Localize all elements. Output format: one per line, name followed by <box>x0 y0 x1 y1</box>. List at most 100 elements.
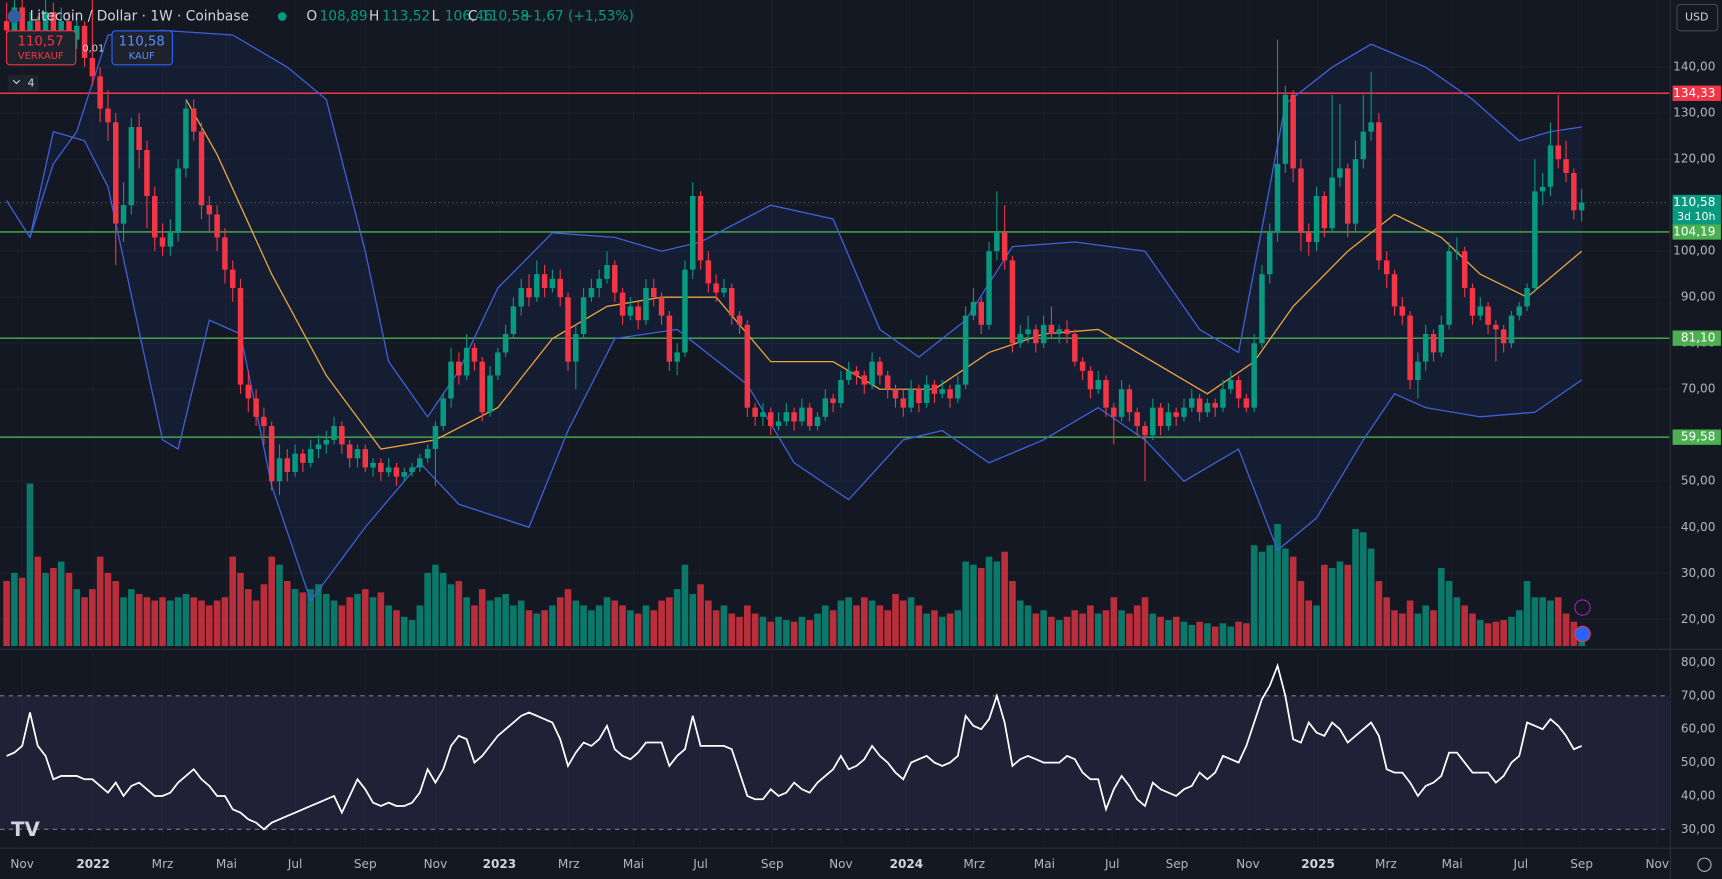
volume-bar <box>806 620 814 647</box>
x-tick-label: Jul <box>1513 857 1529 871</box>
volume-bar <box>1180 621 1188 647</box>
volume-bar <box>42 572 49 647</box>
candle-body <box>424 449 431 459</box>
sell-button[interactable] <box>6 30 77 66</box>
volume-bar <box>1016 600 1024 647</box>
volume-bar <box>790 621 798 647</box>
volume-bar <box>1149 613 1157 647</box>
candle-body <box>50 11 57 31</box>
volume-bar <box>1453 597 1461 647</box>
volume-bar <box>478 589 486 647</box>
volume-bar <box>1469 613 1476 647</box>
candle-body <box>1064 329 1070 335</box>
candle-body <box>1415 361 1421 381</box>
candle-body <box>744 324 751 408</box>
candle-body <box>487 375 493 413</box>
volume-bar <box>377 592 385 647</box>
candle-body <box>721 288 727 293</box>
volume-bar <box>190 597 198 647</box>
candle-body <box>1422 334 1429 362</box>
volume-bar <box>611 600 619 647</box>
volume-bar <box>307 589 314 647</box>
candle-body <box>1189 398 1195 408</box>
candle-body <box>908 389 914 408</box>
candle-body <box>409 467 415 473</box>
level-tag-text: 104,19 <box>1673 224 1715 238</box>
indicators-toggle[interactable] <box>7 74 39 92</box>
volume-bar <box>221 597 229 647</box>
candle-body <box>74 25 80 40</box>
volume-bar <box>556 597 564 647</box>
settings-icon[interactable] <box>1697 857 1712 872</box>
volume-bar <box>705 600 712 647</box>
volume-bar <box>712 610 720 647</box>
x-tick-label: Mrz <box>152 857 174 871</box>
volume-bar <box>1289 556 1297 647</box>
y-tick-label: 70,00 <box>1681 382 1716 396</box>
candle-body <box>1150 407 1156 436</box>
volume-bar <box>1032 613 1040 647</box>
level-tag <box>1672 429 1721 445</box>
currency-button[interactable] <box>1676 3 1719 32</box>
countdown-text: 3d 10h <box>1677 210 1715 223</box>
volume-bar <box>954 610 962 647</box>
volume-bar <box>510 605 517 647</box>
sell-price: 110,57 <box>18 35 64 50</box>
buy-button[interactable] <box>111 30 173 66</box>
volume-bar <box>1102 610 1110 647</box>
volume-bar <box>486 600 494 647</box>
alert-icon[interactable] <box>1574 599 1591 616</box>
candle-body <box>838 380 844 404</box>
candle-body <box>651 288 657 298</box>
candle-body <box>1383 260 1390 275</box>
volume-bar <box>463 597 470 647</box>
y-tick-label: 120,00 <box>1673 152 1715 166</box>
candle-body <box>292 453 298 473</box>
volume-bar <box>993 561 1001 647</box>
candle-body <box>690 195 696 270</box>
volume-bar <box>330 600 338 647</box>
symbol-title: Litecoin / Dollar · 1W · Coinbase <box>30 8 249 24</box>
ohlc-key: C <box>468 8 478 24</box>
volume-bar <box>1383 597 1391 647</box>
rsi-tick-label: 40,00 <box>1681 788 1716 802</box>
candle-body <box>1399 306 1406 316</box>
candle-body <box>1251 343 1257 408</box>
level-tag-text: 134,33 <box>1673 86 1715 100</box>
volume-bar <box>658 600 665 647</box>
candle-body <box>276 458 283 482</box>
volume-bar <box>962 561 969 647</box>
rsi-line <box>6 662 1582 831</box>
volume-bar <box>1437 568 1445 647</box>
candle-body <box>1329 177 1335 229</box>
candle-body <box>1430 334 1437 353</box>
volume-bar <box>884 610 891 647</box>
volume-bar <box>1547 600 1554 647</box>
market-status[interactable] <box>277 12 287 21</box>
candle-body <box>1220 389 1226 408</box>
last-price-text: 110,58 <box>1673 195 1715 209</box>
x-tick-label: Mai <box>623 857 644 871</box>
volume-bar <box>1040 610 1047 647</box>
candle-body <box>1461 251 1468 289</box>
event-icon[interactable] <box>1574 625 1591 643</box>
candle-body <box>1305 232 1312 243</box>
volume-bar <box>783 620 790 647</box>
candle-body <box>541 274 548 289</box>
candle-body <box>1274 163 1281 233</box>
volume-bar <box>1399 613 1406 647</box>
candle-body <box>612 265 618 293</box>
volume-bar <box>681 564 689 647</box>
volume-bar <box>385 605 392 647</box>
candle-body <box>1477 306 1484 316</box>
candle-body <box>378 462 384 473</box>
logo: TV <box>11 818 40 841</box>
volume-bar <box>393 610 400 647</box>
candle-body <box>627 306 634 316</box>
rsi-tick-label: 50,00 <box>1681 755 1716 769</box>
x-tick-label: Mrz <box>963 857 985 871</box>
candle-body <box>1196 398 1203 413</box>
candle-body <box>1438 324 1445 353</box>
volume-bar <box>439 572 447 647</box>
